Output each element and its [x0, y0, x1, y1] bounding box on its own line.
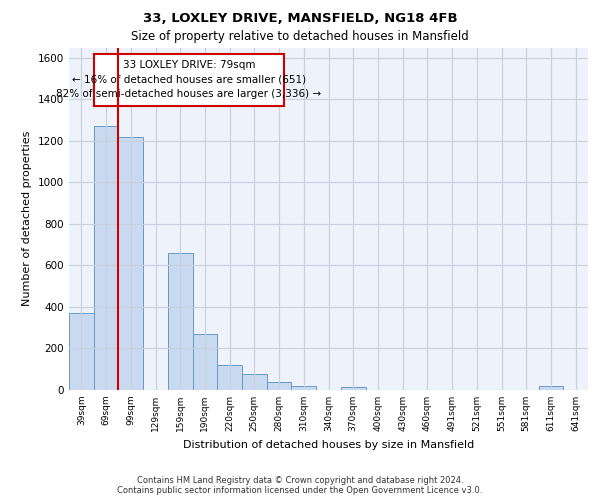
Text: 33 LOXLEY DRIVE: 79sqm: 33 LOXLEY DRIVE: 79sqm	[122, 60, 255, 70]
FancyBboxPatch shape	[94, 54, 284, 106]
Bar	[193, 334, 217, 390]
Bar	[217, 365, 242, 390]
Text: 82% of semi-detached houses are larger (3,336) →: 82% of semi-detached houses are larger (…	[56, 89, 322, 99]
Bar	[94, 126, 118, 390]
Text: Size of property relative to detached houses in Mansfield: Size of property relative to detached ho…	[131, 30, 469, 43]
Bar	[69, 313, 94, 390]
Bar	[267, 382, 292, 390]
Text: 33, LOXLEY DRIVE, MANSFIELD, NG18 4FB: 33, LOXLEY DRIVE, MANSFIELD, NG18 4FB	[143, 12, 457, 26]
Bar	[341, 387, 365, 390]
Bar	[168, 253, 193, 390]
Bar	[242, 374, 267, 390]
X-axis label: Distribution of detached houses by size in Mansfield: Distribution of detached houses by size …	[183, 440, 474, 450]
Text: ← 16% of detached houses are smaller (651): ← 16% of detached houses are smaller (65…	[72, 74, 306, 85]
Bar	[118, 137, 143, 390]
Bar	[539, 386, 563, 390]
Y-axis label: Number of detached properties: Number of detached properties	[22, 131, 32, 306]
Text: Contains HM Land Registry data © Crown copyright and database right 2024.: Contains HM Land Registry data © Crown c…	[137, 476, 463, 485]
Text: Contains public sector information licensed under the Open Government Licence v3: Contains public sector information licen…	[118, 486, 482, 495]
Bar	[292, 386, 316, 390]
